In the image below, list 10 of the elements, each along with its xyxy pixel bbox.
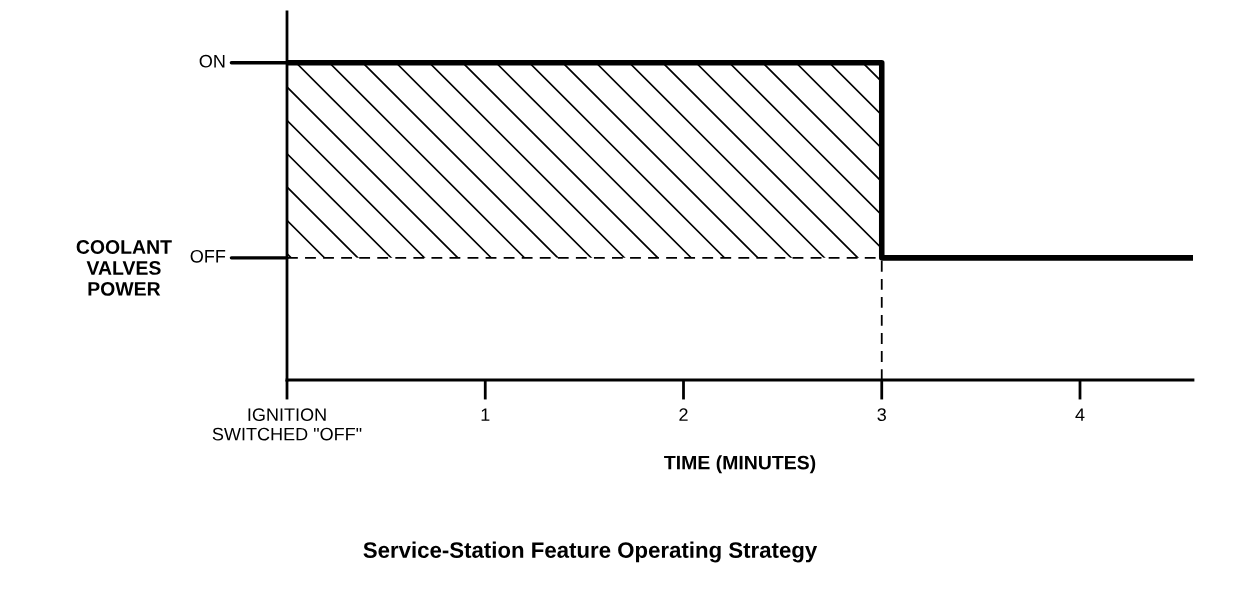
x-tick-label: 2 [679,408,688,421]
annotation: OFF [190,249,226,263]
x-tick-label: IGNITION SWITCHED "OFF" [212,408,362,441]
x-tick-label: 3 [877,408,886,422]
y-axis-title: COOLANT VALVES POWER [76,240,172,296]
x-tick-label: 1 [481,408,490,421]
text: Service-Station Feature Operating Strategy [363,541,818,563]
x-tick-label: 4 [1075,408,1085,421]
annotation: ON [199,54,225,68]
x-axis-title: TIME (MINUTES) [664,455,816,474]
